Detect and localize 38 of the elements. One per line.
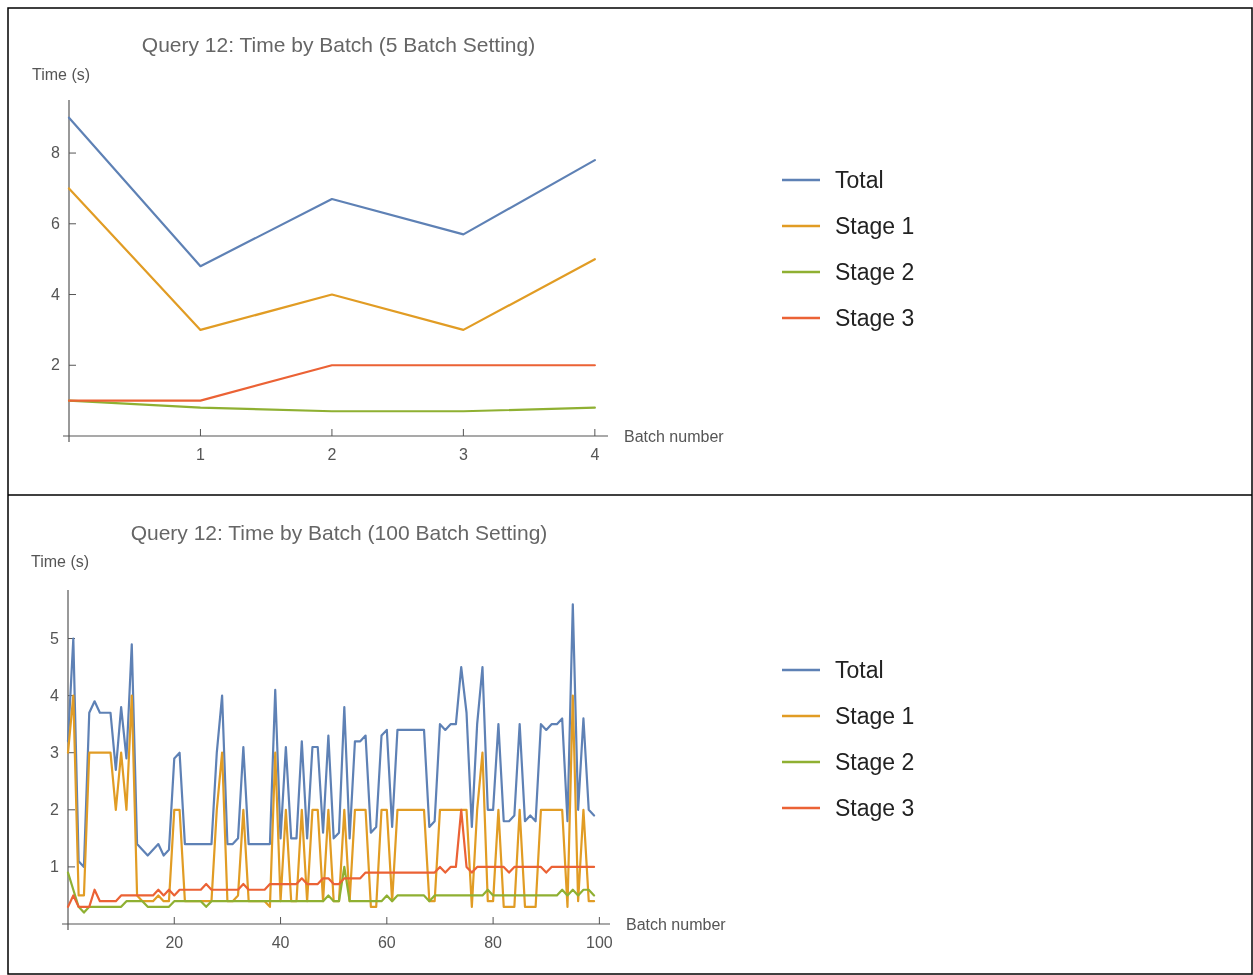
y-axis-title: Time (s) [31,553,90,570]
legend-label: Stage 1 [835,213,915,239]
x-tick-label: 100 [586,934,613,951]
line-series [66,808,596,908]
x-tick-label: 60 [377,934,396,951]
line-series [66,694,596,908]
y-tick-label: 4 [50,686,60,704]
x-tick-label: 20 [165,934,184,951]
x-axis-title: Batch number [624,428,725,445]
legend-label: Total [835,657,884,683]
legend-label: Stage 1 [835,703,915,729]
x-tick-label: 4 [590,446,600,463]
x-tick-label: 1 [196,446,206,463]
line-series [66,603,596,869]
chart-title: Query 12: Time by Batch (100 Batch Setting) [130,521,548,544]
y-axis-title: Time (s) [32,66,91,83]
legend-label: Stage 2 [835,749,915,775]
y-tick-label: 8 [51,144,61,162]
chart-title: Query 12: Time by Batch (5 Batch Setting) [141,33,536,56]
x-axis-title: Batch number [626,916,727,933]
y-tick-label: 2 [50,800,60,818]
legend-label: Stage 3 [835,305,915,331]
x-tick-label: 80 [484,934,503,951]
y-tick-label: 3 [50,743,60,761]
legend-label: Stage 2 [835,259,915,285]
y-tick-label: 5 [50,629,60,647]
line-series [66,865,596,914]
y-tick-label: 1 [50,857,60,875]
x-tick-label: 3 [458,446,468,463]
x-tick-label: 40 [271,934,290,951]
line-series [67,116,596,268]
line-series [67,187,596,331]
legend-label: Total [835,167,884,193]
y-tick-label: 2 [51,356,61,374]
x-tick-label: 2 [327,446,337,463]
legend-label: Stage 3 [835,795,915,821]
y-tick-label: 6 [51,214,61,232]
y-tick-label: 4 [51,285,61,303]
